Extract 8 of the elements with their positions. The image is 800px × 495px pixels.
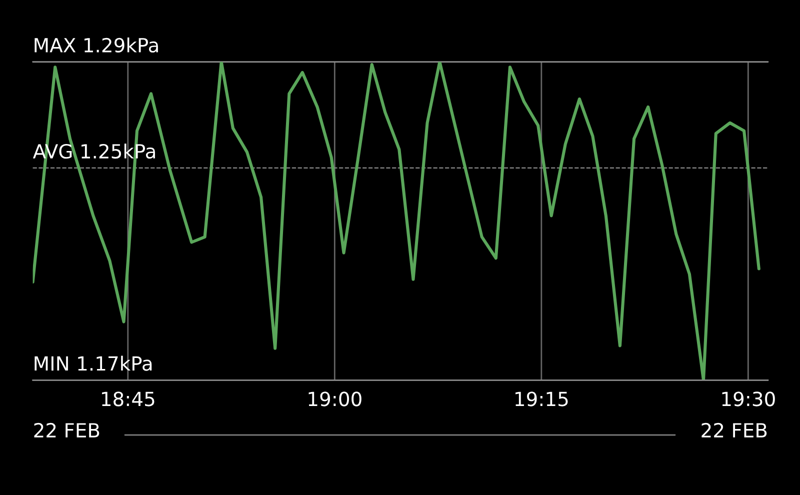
x-tick-label: 19:15 <box>516 392 568 406</box>
ref-line-label: MAX 1.29kPa <box>34 38 158 53</box>
ref-line-label: MIN 1.17kPa <box>34 356 152 371</box>
x-tick-label: 19:30 <box>722 392 775 406</box>
text: 22 FEB <box>702 422 767 438</box>
x-tick-label: 19:00 <box>308 392 362 406</box>
text: 22 FEB <box>34 422 100 438</box>
x-tick-label: 18:45 <box>102 392 154 406</box>
